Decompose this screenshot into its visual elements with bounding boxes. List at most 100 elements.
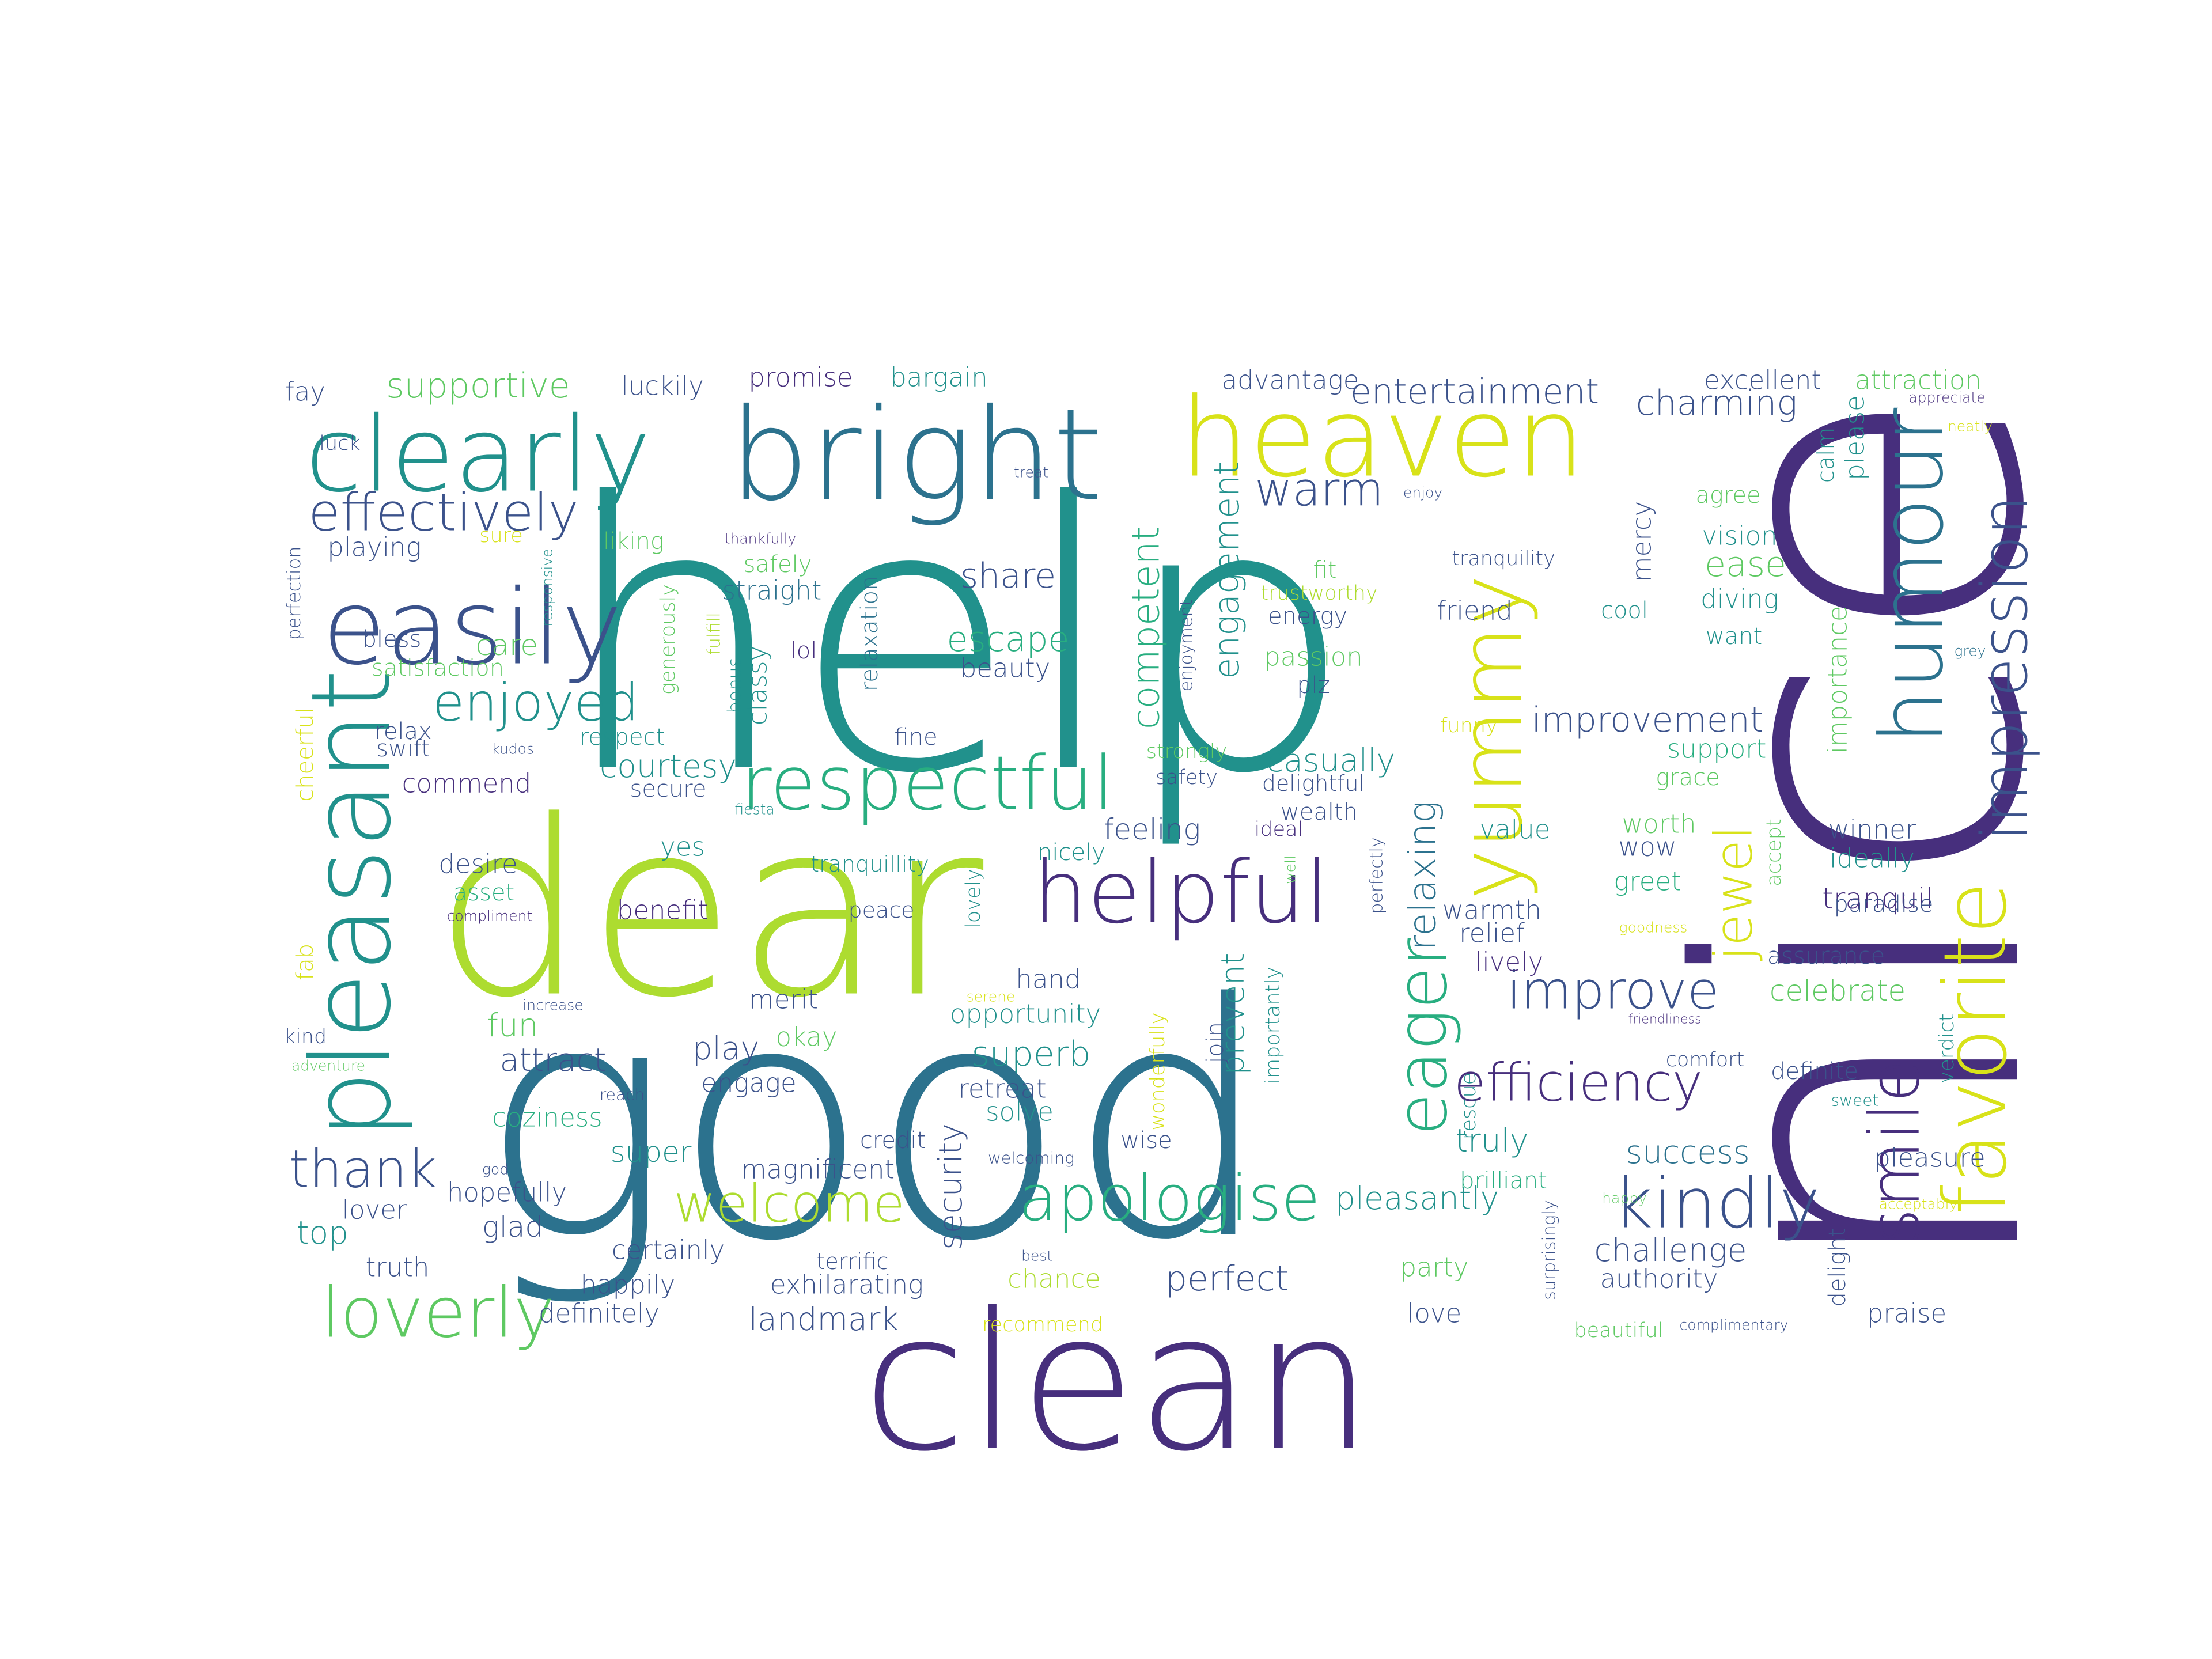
word-well: well bbox=[1282, 855, 1299, 884]
word-verdict: verdict bbox=[1936, 1014, 1959, 1084]
word-bright: bright bbox=[729, 381, 1103, 529]
word-happy: happy bbox=[1602, 1190, 1647, 1207]
word-fay: fay bbox=[285, 377, 325, 407]
word-god: god bbox=[482, 1161, 509, 1178]
word-love: love bbox=[1407, 1298, 1461, 1329]
word-funny: funny bbox=[1440, 714, 1498, 737]
word-worth: worth bbox=[1622, 809, 1696, 839]
word-lovely: lovely bbox=[962, 869, 985, 929]
word-lover: lover bbox=[342, 1195, 407, 1225]
word-merit: merit bbox=[749, 984, 818, 1015]
word-happily: happily bbox=[581, 1270, 676, 1300]
word-desire: desire bbox=[438, 849, 517, 880]
word-importantly: importantly bbox=[1262, 967, 1285, 1084]
word-yummy: yummy bbox=[1442, 575, 1542, 900]
word-okay: okay bbox=[775, 1022, 837, 1052]
word-security: security bbox=[932, 1123, 969, 1250]
word-bless: bless bbox=[362, 626, 422, 653]
word-glad: glad bbox=[482, 1210, 543, 1244]
word-help: help bbox=[558, 425, 1354, 854]
word-kudos: kudos bbox=[491, 741, 534, 757]
word-enjoyment: enjoyment bbox=[1177, 599, 1197, 691]
word-party: party bbox=[1400, 1252, 1469, 1283]
word-sure: sure bbox=[479, 524, 523, 547]
word-relaxing: relaxing bbox=[1402, 801, 1445, 950]
word-compliment: compliment bbox=[447, 908, 533, 925]
word-competent: competent bbox=[1125, 527, 1168, 729]
word-authority: authority bbox=[1600, 1264, 1718, 1294]
word-hand: hand bbox=[1016, 964, 1081, 995]
word-agree: agree bbox=[1695, 482, 1760, 509]
word-lively: lively bbox=[1475, 947, 1543, 978]
word-care: care bbox=[476, 628, 538, 662]
word-friend: friend bbox=[1437, 596, 1513, 626]
word-passion: passion bbox=[1264, 642, 1363, 672]
word-terrific: terrific bbox=[817, 1249, 889, 1274]
word-grace: grace bbox=[1656, 764, 1720, 791]
word-escape: escape bbox=[947, 619, 1070, 660]
word-surprisingly: surprisingly bbox=[1540, 1200, 1560, 1300]
word-improvement: improvement bbox=[1532, 700, 1764, 740]
word-paradise: paradise bbox=[1834, 891, 1934, 918]
word-safely: safely bbox=[744, 551, 812, 578]
word-nice: nice bbox=[1612, 381, 2121, 1290]
word-heaven: heaven bbox=[1180, 374, 1585, 502]
word-chance: chance bbox=[1007, 1264, 1101, 1294]
word-comfort: comfort bbox=[1666, 1048, 1745, 1071]
word-strongly: strongly bbox=[1146, 740, 1228, 763]
word-straight: straight bbox=[722, 575, 822, 606]
word-fine: fine bbox=[894, 724, 937, 751]
word-exhilarating: exhilarating bbox=[770, 1270, 923, 1300]
word-trustworthy: trustworthy bbox=[1260, 582, 1377, 605]
word-landmark: landmark bbox=[749, 1301, 899, 1338]
word-praise: praise bbox=[1867, 1298, 1946, 1329]
word-sweet: sweet bbox=[1831, 1091, 1879, 1110]
word-greet: greet bbox=[1613, 866, 1681, 897]
word-dear: dear bbox=[433, 770, 986, 1051]
word-luckily: luckily bbox=[621, 371, 703, 402]
word-fab: fab bbox=[292, 944, 319, 980]
word-lol: lol bbox=[790, 638, 817, 664]
word-respect: respect bbox=[579, 724, 665, 751]
word-generously: generously bbox=[657, 584, 680, 695]
word-fulfill: fulfill bbox=[704, 612, 725, 654]
word-humour: humour bbox=[1862, 407, 1963, 744]
word-improve: improve bbox=[1507, 961, 1719, 1021]
word-calm: calm bbox=[1813, 427, 1839, 483]
word-commend: commend bbox=[402, 768, 532, 799]
word-value: value bbox=[1480, 815, 1551, 845]
word-goodness: goodness bbox=[1619, 919, 1688, 936]
word-yes: yes bbox=[660, 832, 705, 862]
word-grey: grey bbox=[1955, 643, 1986, 660]
word-coziness: coziness bbox=[492, 1103, 603, 1133]
word-entertainment: entertainment bbox=[1350, 372, 1599, 412]
word-casually: casually bbox=[1266, 742, 1395, 779]
word-kind: kind bbox=[284, 1025, 327, 1048]
word-good: good bbox=[479, 935, 1272, 1311]
word-apologise: apologise bbox=[1018, 1161, 1320, 1235]
word-tranquillity: tranquillity bbox=[810, 851, 929, 877]
word-wise: wise bbox=[1120, 1127, 1172, 1154]
word-perfection: perfection bbox=[283, 547, 305, 641]
word-pleasant: pleasant bbox=[288, 669, 415, 1139]
word-winner: winner bbox=[1828, 815, 1916, 845]
word-wealth: wealth bbox=[1281, 799, 1358, 825]
word-tranquility: tranquility bbox=[1452, 547, 1555, 570]
word-kindly: kindly bbox=[1613, 1164, 1820, 1244]
word-feeling: feeling bbox=[1104, 813, 1201, 846]
word-super: super bbox=[611, 1135, 692, 1169]
word-smile: smile bbox=[1855, 1060, 1936, 1244]
word-bargain: bargain bbox=[890, 362, 987, 393]
word-thankfully: thankfully bbox=[725, 531, 797, 547]
word-mercy: mercy bbox=[1627, 501, 1657, 582]
word-best: best bbox=[1021, 1248, 1052, 1264]
word-classy: classy bbox=[743, 646, 773, 725]
word-excellent: excellent bbox=[1704, 365, 1821, 396]
word-efficiency: efficiency bbox=[1454, 1053, 1703, 1113]
word-challenge: challenge bbox=[1594, 1232, 1747, 1268]
word-diving: diving bbox=[1700, 584, 1779, 615]
word-benefit: benefit bbox=[617, 895, 708, 926]
word-play: play bbox=[692, 1030, 759, 1067]
word-pleasantly: pleasantly bbox=[1335, 1180, 1499, 1217]
word-attraction: attraction bbox=[1855, 365, 1982, 396]
